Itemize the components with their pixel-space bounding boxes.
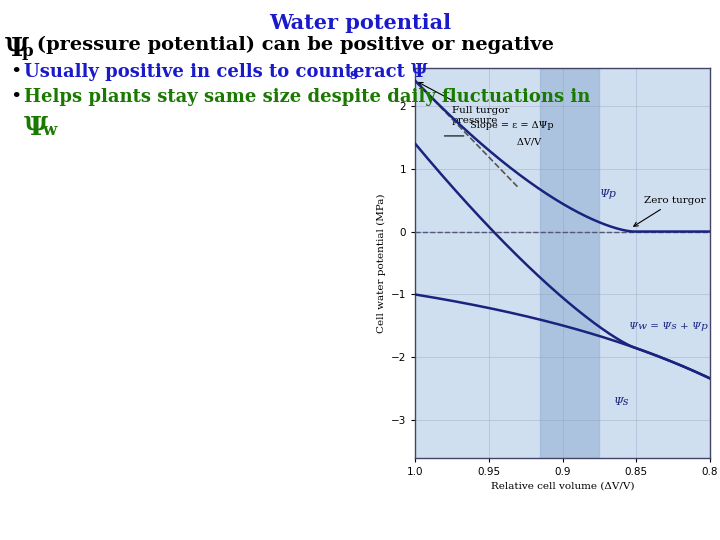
Text: (pressure potential) can be positive or negative: (pressure potential) can be positive or …	[30, 36, 554, 54]
Text: w: w	[42, 122, 56, 139]
Text: •: •	[10, 88, 22, 106]
Text: s: s	[349, 68, 357, 82]
Text: Ψ: Ψ	[5, 36, 29, 61]
Text: ΔV/V: ΔV/V	[469, 138, 541, 147]
Bar	[541, 68, 599, 458]
Text: •: •	[10, 63, 22, 81]
Y-axis label: Cell water potential (MPa): Cell water potential (MPa)	[377, 193, 387, 333]
Text: Ψw = Ψs + Ψp: Ψw = Ψs + Ψp	[629, 322, 708, 331]
Text: Full turgor
pressure: Full turgor pressure	[418, 83, 509, 125]
Text: Ψ: Ψ	[24, 115, 48, 140]
Text: Ψp: Ψp	[599, 189, 616, 199]
Text: p: p	[22, 43, 34, 60]
Text: Helps plants stay same size despite daily fluctuations in: Helps plants stay same size despite dail…	[24, 88, 590, 106]
Text: Ψs: Ψs	[614, 396, 629, 407]
Text: Slope = ε = ΔΨp: Slope = ε = ΔΨp	[469, 121, 553, 130]
Text: Water potential: Water potential	[269, 13, 451, 33]
Text: Usually positive in cells to counteract Ψ: Usually positive in cells to counteract …	[24, 63, 428, 81]
Text: Zero turgor: Zero turgor	[634, 196, 706, 226]
X-axis label: Relative cell volume (ΔV/V): Relative cell volume (ΔV/V)	[491, 481, 634, 490]
